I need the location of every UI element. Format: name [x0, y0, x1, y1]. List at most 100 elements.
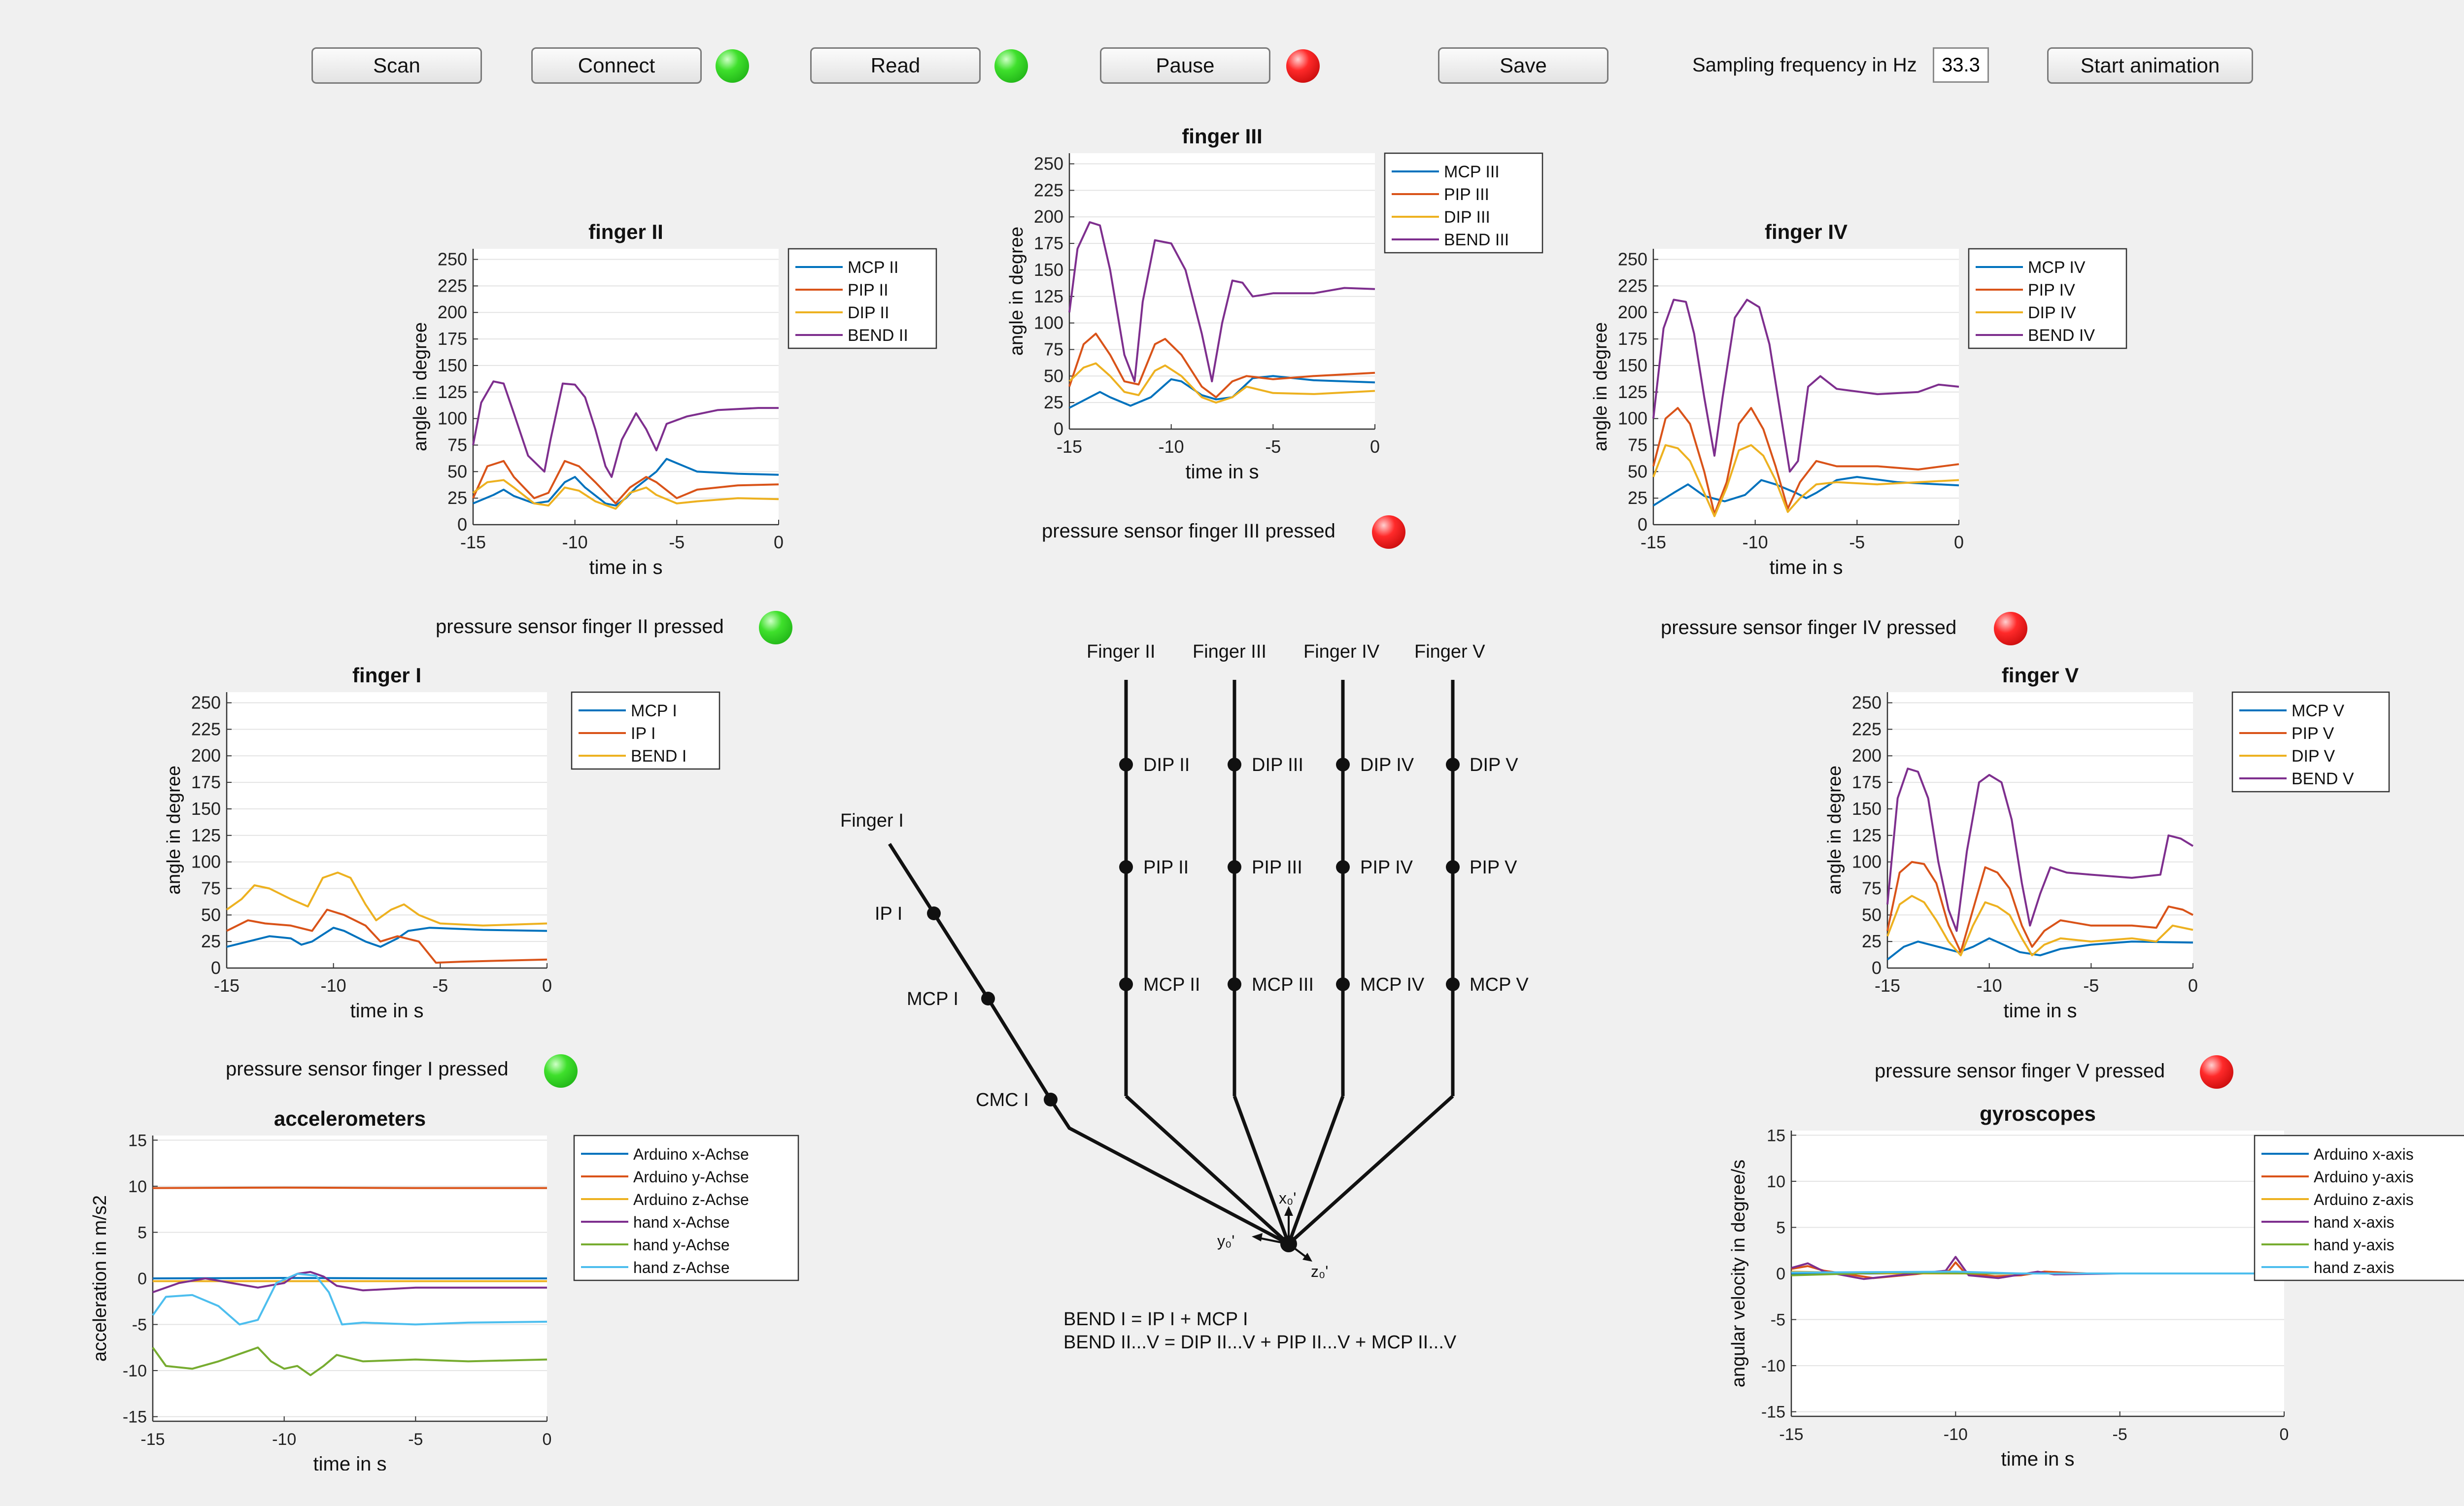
label-mcp-II: MCP II [1143, 974, 1200, 995]
x-tick-label: -5 [2083, 975, 2099, 996]
sampling-frequency-input[interactable]: 33.3 [1933, 47, 1989, 83]
label-pip-III: PIP III [1252, 857, 1302, 878]
pressure-sensor-finger-III-label: pressure sensor finger III pressed [1042, 520, 1335, 542]
y-tick-label: 175 [1618, 329, 1647, 349]
x-tick-label: -10 [1743, 532, 1768, 552]
joint-dots [927, 758, 1460, 1252]
y-tick-label: -10 [1761, 1357, 1785, 1375]
series-line-hand-x-achse [152, 1271, 547, 1293]
x-tick-label: -10 [562, 532, 588, 552]
y-tick-label: 50 [1044, 366, 1063, 386]
start-animation-button[interactable]: Start animation [2047, 47, 2253, 84]
legend-entry: Arduino x-axis [2314, 1145, 2414, 1163]
y-tick-label: 250 [191, 693, 221, 713]
legend-entry: MCP V [2292, 702, 2344, 720]
series-line-bend-v [1886, 768, 2194, 932]
scan-button[interactable]: Scan [311, 47, 482, 84]
save-button[interactable]: Save [1438, 47, 1608, 84]
legend-entry: Arduino z-axis [2314, 1191, 2414, 1208]
label-ip-I: IP I [875, 904, 902, 924]
legend-entry: BEND II [848, 326, 908, 345]
chart-title: finger IV [1765, 220, 1848, 243]
finger-II-chart: 0 25 50 75 100 125 150 175 200 225 250 -15 -10 -5 0 fin… [410, 220, 937, 578]
pressure-sensor-finger-IV-label: pressure sensor finger IV pressed [1661, 617, 1957, 638]
label-dip-IV: DIP IV [1360, 755, 1414, 775]
y-axis-label: angle in degree [1590, 322, 1611, 451]
x-axis-label: time in s [1770, 557, 1843, 578]
y-tick-label: -15 [1761, 1403, 1785, 1422]
chart-title: finger V [2002, 664, 2079, 687]
legend-entry: hand x-axis [2314, 1213, 2395, 1231]
coordinate-frame-arrows [1252, 1206, 1312, 1262]
y-tick-label: 0 [1638, 514, 1647, 535]
pressure-sensor-finger-IV-lamp [1994, 612, 2027, 645]
y-tick-label: 15 [1767, 1126, 1785, 1145]
y-tick-label: 150 [1618, 355, 1647, 375]
x-axis-label: time in s [589, 557, 663, 578]
x-tick-label: 0 [774, 532, 784, 552]
y-tick-label: 250 [1034, 154, 1063, 174]
legend-entry: hand y-axis [2314, 1236, 2395, 1254]
accelerometers-chart: -15 -10 -5 0 5 10 15 -15 -10 -5 0 accelerometers tim… [90, 1107, 799, 1471]
connect-button[interactable]: Connect [531, 47, 702, 84]
y-tick-label: 0 [1776, 1265, 1785, 1283]
x-tick-label: -5 [408, 1430, 423, 1449]
formula-bend-II-V: BEND II...V = DIP II...V + PIP II...V + … [1063, 1332, 1457, 1353]
y-tick-label: -5 [1771, 1311, 1785, 1330]
y-tick-label: 0 [1054, 419, 1063, 439]
label-mcp-IV: MCP IV [1360, 974, 1425, 995]
y-axis-label: angle in degree [1824, 766, 1845, 895]
y-tick-label: 150 [1034, 260, 1063, 280]
y-axis-label: angular velocity in degree/s [1728, 1160, 1749, 1388]
y-tick-label: 10 [1767, 1172, 1785, 1191]
series-line-bend-iii [1068, 221, 1375, 383]
y-tick-label: 175 [438, 329, 467, 349]
legend-entry: MCP II [848, 258, 898, 277]
series-line-pip-ii [472, 460, 779, 504]
series-line-bend-iv [1652, 299, 1959, 473]
label-dip-II: DIP II [1143, 755, 1190, 775]
y-tick-label: 50 [1862, 904, 1882, 925]
y-tick-label: 100 [191, 852, 221, 872]
legend-box [2254, 1135, 2464, 1281]
finger-I-chart: 0 25 50 75 100 125 150 175 200 225 250 -15 -10 -5 0 fin… [164, 664, 720, 1022]
plot-area [473, 249, 779, 525]
x-tick-label: 0 [1954, 532, 1964, 552]
y-tick-label: 175 [1852, 772, 1882, 792]
chart-title: accelerometers [274, 1107, 426, 1130]
y-tick-label: 100 [1618, 408, 1647, 429]
x-tick-label: -5 [432, 975, 448, 996]
legend-entry: hand y-Achse [633, 1236, 730, 1254]
y-tick-label: 125 [191, 825, 221, 845]
label-cmc-I: CMC I [976, 1090, 1029, 1110]
y-tick-label: 125 [1852, 825, 1882, 845]
y-tick-label: 25 [1862, 931, 1882, 951]
pause-button[interactable]: Pause [1100, 47, 1270, 84]
sampling-frequency-label: Sampling frequency in Hz [1692, 54, 1917, 76]
plot-area [1653, 249, 1959, 525]
label-finger-I: Finger I [840, 810, 904, 831]
legend-box [2231, 691, 2390, 793]
legend-entry: Arduino y-Achse [633, 1168, 749, 1186]
x-tick-label: -15 [1875, 975, 1900, 996]
y-tick-label: 50 [201, 904, 221, 925]
legend-entry: MCP III [1444, 163, 1500, 181]
x-tick-label: -15 [1057, 436, 1082, 457]
y-tick-label: 75 [201, 878, 221, 898]
y-axis-label: angle in degree [164, 766, 184, 895]
y-tick-label: 150 [1852, 799, 1882, 819]
series-line-mcp-v [1886, 937, 2193, 961]
x-tick-label: -5 [1265, 436, 1281, 457]
y-tick-label: 200 [1852, 745, 1882, 766]
y-tick-label: -10 [123, 1362, 147, 1380]
label-dip-III: DIP III [1252, 755, 1303, 775]
y-tick-label: -15 [123, 1408, 147, 1427]
x-tick-label: -10 [1944, 1425, 1968, 1444]
y-axis-label: angle in degree [410, 322, 431, 451]
series-line-ip-i [226, 908, 548, 964]
legend-box [787, 248, 937, 349]
label-pip-IV: PIP IV [1360, 857, 1413, 878]
finger-III-chart: 0 25 50 75 100 125 150 175 200 225 250 -15 -10 -5 0 fin… [1006, 125, 1543, 483]
read-button[interactable]: Read [810, 47, 981, 84]
